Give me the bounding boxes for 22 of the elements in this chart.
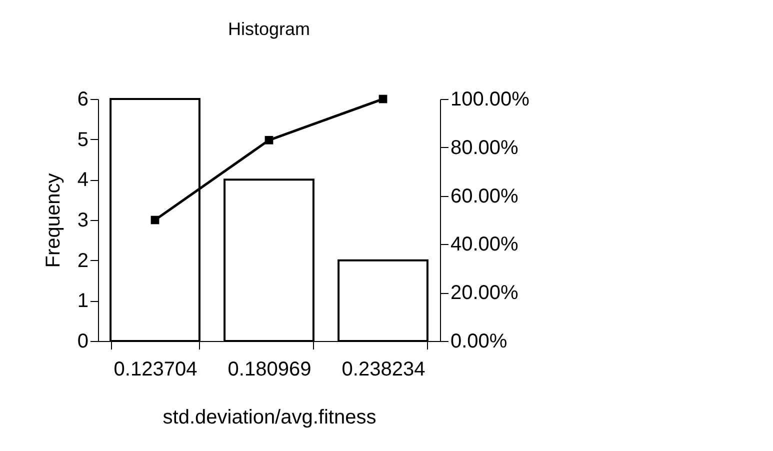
- y2-tick-label: 40.00%: [450, 234, 519, 256]
- y-tick-label: 3: [77, 210, 88, 232]
- x-tick-label: 0.123704: [114, 358, 198, 380]
- point: [378, 94, 388, 104]
- point: [150, 216, 160, 224]
- chart-title: Histogram: [228, 19, 310, 39]
- y-tick-label: 2: [77, 250, 88, 272]
- y2-tick-label: 60.00%: [450, 185, 519, 208]
- x-axis-title: std.deviation/avg.fitness: [162, 406, 376, 428]
- y-tick-label: 6: [77, 88, 88, 110]
- y-tick-label: 1: [77, 290, 88, 312]
- y-axis-title: Frequency: [42, 173, 64, 268]
- y2-tick-label: 20.00%: [450, 282, 519, 304]
- x-tick-label: 0.238234: [342, 358, 426, 380]
- y-tick-label: 5: [77, 128, 88, 151]
- y2-tick-label: 100.00%: [450, 88, 530, 110]
- y-tick-label: 4: [77, 169, 88, 192]
- x-tick-label: 0.180969: [228, 358, 312, 380]
- y-tick-label: 0: [77, 330, 88, 352]
- y2-tick-label: 0.00%: [450, 330, 508, 352]
- point: [264, 136, 274, 144]
- y2-tick-label: 80.00%: [450, 136, 519, 159]
